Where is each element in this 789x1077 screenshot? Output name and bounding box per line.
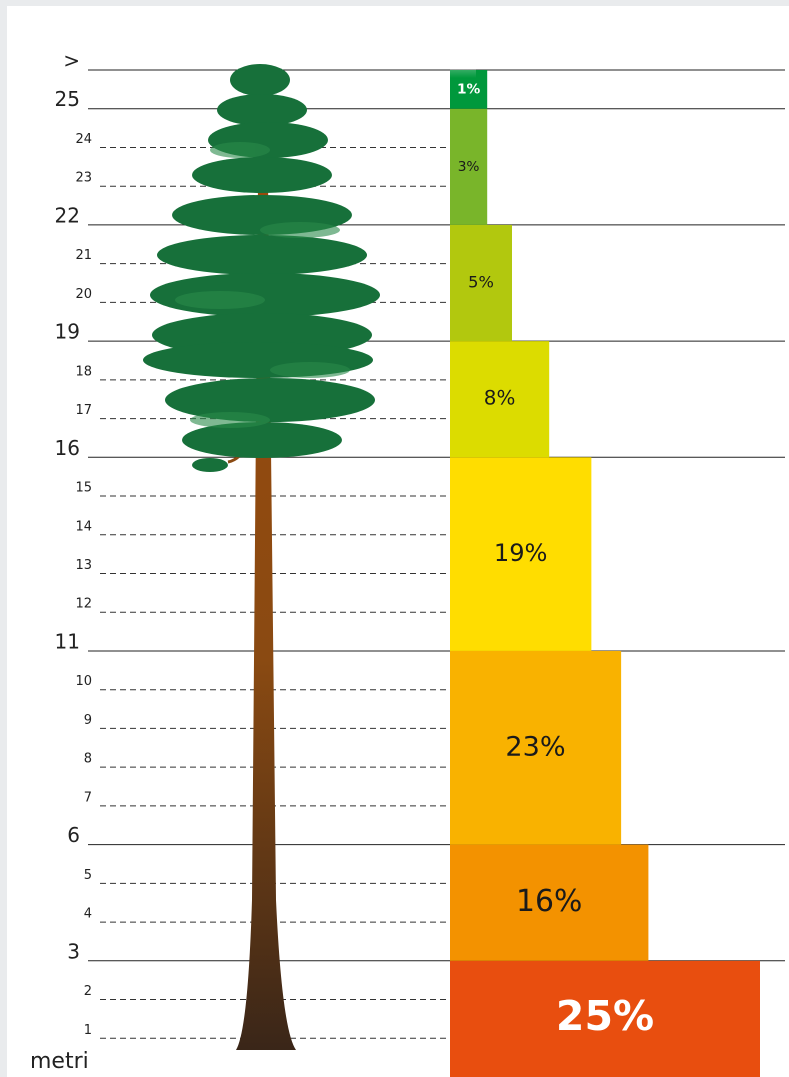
bar [450,960,760,1077]
bar [450,844,649,961]
y-tick-label: 16 [55,436,80,460]
value-label: 8% [484,387,516,410]
y-tick-label: 11 [55,629,80,653]
y-tick-label: 1 [84,1023,92,1038]
y-tick-label: 17 [75,403,92,418]
y-tick-label: 2 [84,984,92,999]
y-tick-label: 7 [84,790,92,805]
y-tick-label: 21 [75,248,92,263]
y-tick-label: 23 [75,171,92,186]
value-label: 3% [458,159,480,175]
bar [450,108,488,225]
value-label: 1% [457,81,481,97]
y-tick-label: 6 [67,823,80,847]
tree [143,64,380,1050]
y-tick-label: > [63,49,80,73]
fade [450,38,476,78]
bar [450,457,592,651]
value-label: 5% [468,273,494,292]
y-tick-label: 13 [75,558,92,573]
bars: 25% 16% 23% 19% 8% 5% 3% 1% [450,70,760,1077]
y-tick-label: 24 [75,132,92,147]
y-tick-label: 4 [84,907,92,922]
value-label: 25% [556,992,654,1040]
panel [7,6,789,1077]
bar [450,224,512,342]
y-tick-label: 25 [55,87,80,111]
y-tick-label: 22 [55,203,80,227]
bar [450,341,550,458]
y-tick-label: 20 [75,287,92,302]
y-tick-label: 5 [84,868,92,883]
y-tick-label: 3 [67,939,80,963]
value-label: 19% [494,539,548,567]
y-tick-label: 18 [75,364,92,379]
bar [450,650,622,845]
y-tick-label: 12 [75,597,92,612]
y-tick-label: 8 [84,752,92,767]
y-axis-label: metri [30,1049,89,1074]
y-tick-label: 15 [75,481,92,496]
y-tick-label: 14 [75,519,92,534]
y-tick-label: 19 [55,320,80,344]
value-label: 23% [505,731,565,762]
y-tick-label: 10 [75,674,92,689]
value-label: 16% [516,884,582,919]
y-tick-label: 9 [84,713,92,728]
